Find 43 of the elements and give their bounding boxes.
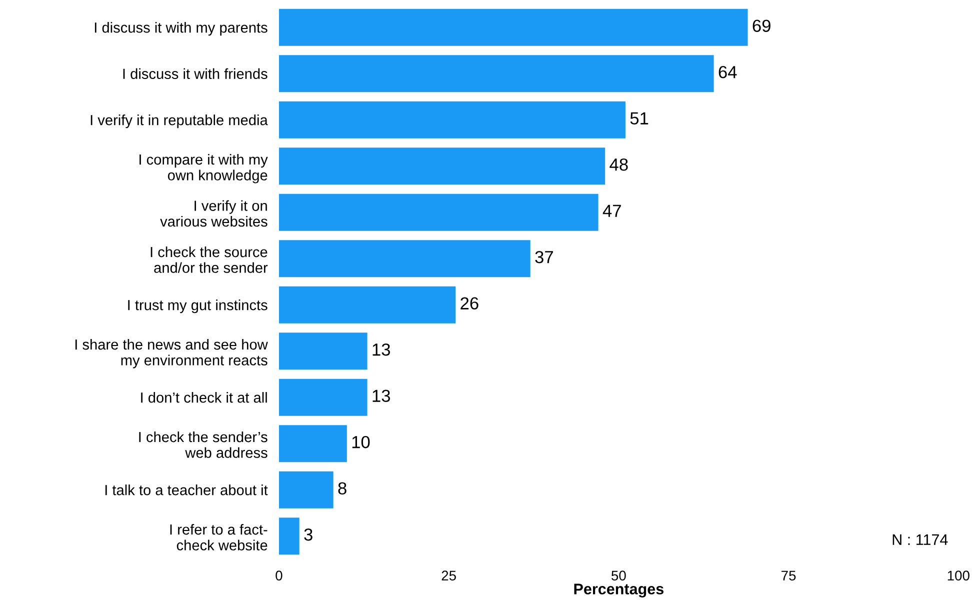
data-label: 26	[460, 297, 478, 310]
x-tick-label: 100	[948, 570, 970, 581]
data-label: 51	[630, 112, 648, 124]
bar	[278, 240, 530, 278]
bar	[278, 8, 748, 46]
annotation: N : 1174	[892, 534, 948, 545]
data-label: 8	[338, 482, 346, 494]
y-tick-label: I share the news and see how my environment reacts	[75, 338, 268, 368]
data-label: 3	[304, 528, 312, 541]
y-tick-label: I discuss it with my parents	[94, 22, 268, 36]
x-tick-label: 0	[276, 570, 282, 581]
x-axis-title: Percentages	[574, 584, 664, 598]
bar	[278, 518, 300, 555]
bar	[278, 471, 334, 508]
y-tick-label: I discuss it with friends	[123, 68, 268, 80]
y-tick-label: I talk to a teacher about it	[105, 484, 268, 496]
bar	[278, 148, 606, 185]
bar	[278, 425, 347, 462]
bar	[278, 194, 598, 231]
data-label: 69	[752, 20, 770, 32]
data-label: 13	[372, 390, 390, 402]
x-tick-label: 50	[612, 570, 626, 581]
data-label: 10	[352, 436, 370, 448]
x-tick-label: 25	[442, 570, 456, 581]
y-tick-label: I trust my gut instincts	[128, 300, 268, 314]
y-tick-label: I verify it in reputable media	[90, 114, 268, 128]
y-tick-label: I refer to a fact- check website	[170, 524, 268, 550]
y-tick-label: I check the sender’s web address	[139, 431, 268, 458]
bar	[278, 101, 626, 138]
data-label: 37	[535, 250, 553, 264]
bar	[278, 286, 456, 324]
data-label: 64	[718, 66, 737, 78]
y-tick-label: I verify it on various websites	[160, 200, 268, 227]
data-label: 47	[602, 204, 621, 217]
y-tick-label: I check the source and/or the sender	[150, 246, 268, 273]
bar	[278, 55, 714, 92]
y-tick-label: I don’t check it at all	[141, 392, 267, 403]
data-label: 48	[610, 158, 628, 171]
data-label: 13	[372, 343, 390, 356]
bar	[278, 332, 368, 370]
y-tick-label: I compare it with my own knowledge	[140, 154, 268, 184]
bar	[278, 378, 368, 416]
x-tick-label: 75	[782, 570, 796, 581]
